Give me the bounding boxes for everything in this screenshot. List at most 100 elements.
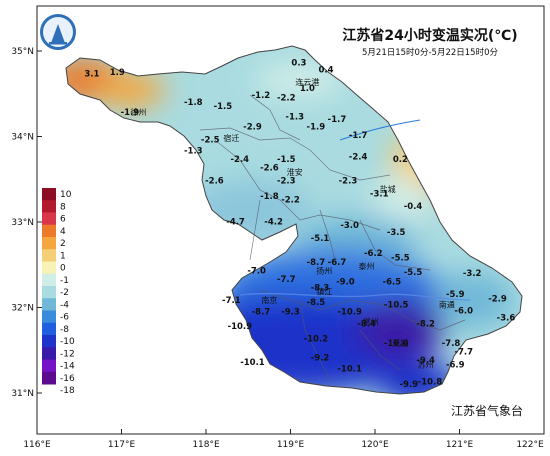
station-value: -0.4: [404, 202, 423, 212]
lon-tick-label: 117°E: [108, 440, 136, 450]
lon-tick-label: 121°E: [446, 440, 474, 450]
station-value: -8.4: [357, 319, 376, 329]
station-value: -7.7: [277, 275, 296, 285]
city-label: 淮安: [287, 167, 303, 177]
station-value: -1.5: [277, 155, 296, 165]
station-value: 1.9: [110, 68, 125, 78]
station-value: -9.2: [311, 354, 330, 364]
legend-label: 2: [60, 239, 66, 249]
legend-label: 6: [60, 215, 66, 225]
axis-ticks: 35°N 34°N 33°N 32°N 31°N 116°E 117°E 118°E 119°E…: [11, 47, 545, 450]
station-value: -9.0: [336, 277, 355, 287]
lon-tick-label: 116°E: [23, 440, 51, 450]
legend-swatch: [42, 347, 56, 360]
legend-swatch: [42, 359, 56, 373]
station-value: -1.5: [214, 102, 233, 112]
station-value: -10.5: [384, 301, 409, 311]
lat-tick-label: 32°N: [11, 304, 34, 314]
organization-label: 江苏省气象台: [451, 403, 523, 418]
station-value: -8.5: [307, 298, 326, 308]
tower-icon: [51, 24, 65, 43]
city-label: 镇江: [316, 287, 332, 297]
station-value: -3.0: [340, 221, 359, 231]
city-label: 泰州: [359, 261, 375, 271]
city-label: 苏州: [418, 359, 434, 369]
station-value: -5.5: [391, 253, 410, 263]
legend-swatch: [42, 261, 56, 275]
city-label: 盐城: [380, 184, 396, 194]
station-value: -10.1: [240, 358, 265, 368]
station-value: -7.7: [454, 348, 473, 358]
station-value: -3.2: [463, 269, 482, 279]
station-value: -2.6: [260, 164, 279, 174]
legend-swatch: [42, 212, 56, 226]
lat-tick-label: 34°N: [11, 133, 34, 143]
station-value: -1.8: [184, 98, 203, 108]
station-value: -10.1: [337, 365, 362, 375]
lat-tick-label: 35°N: [11, 47, 34, 57]
station-value: -1.7: [328, 115, 347, 125]
station-value: -2.4: [231, 155, 250, 165]
legend-label: 0: [60, 264, 66, 274]
station-value: -3.5: [387, 228, 406, 238]
legend-label: -16: [60, 374, 75, 384]
station-value: -4.2: [264, 218, 283, 228]
station-value: -6.2: [364, 249, 383, 259]
station-value: -6.9: [446, 360, 465, 370]
legend-label: 10: [60, 190, 72, 200]
lon-tick-label: 119°E: [277, 440, 305, 450]
station-value: -7.1: [222, 296, 241, 306]
lat-tick-label: 31°N: [11, 389, 34, 399]
station-value: -6.0: [454, 306, 473, 316]
legend-label: -2: [60, 288, 69, 298]
yangtze-river: [239, 292, 471, 301]
city-label: 无锡: [392, 339, 408, 348]
station-value: -5.5: [404, 268, 423, 278]
map-subtitle: 5月21日15时0分-5月22日15时0分: [362, 47, 498, 58]
legend-swatch: [42, 200, 56, 213]
legend-swatch: [42, 310, 56, 324]
legend-label: 1: [60, 251, 66, 261]
lon-tick-label: 120°E: [361, 440, 389, 450]
legend-label: -8: [60, 325, 69, 335]
station-value: -3.6: [497, 313, 516, 323]
station-value: -10.0: [384, 339, 409, 349]
legend-swatch: [42, 188, 56, 201]
station-value: -9.9: [400, 380, 419, 390]
legend-swatch: [42, 298, 56, 311]
city-label: 连云港: [295, 77, 319, 87]
station-value: -9.3: [281, 307, 300, 317]
station-value: 0.2: [393, 155, 408, 165]
legend-swatch: [42, 286, 56, 299]
lon-tick-label: 118°E: [192, 440, 220, 450]
station-value: -9.4: [416, 356, 435, 366]
station-value: -2.2: [277, 94, 296, 104]
city-label: 南通: [439, 300, 455, 310]
station-value: -2.9: [488, 295, 507, 305]
station-value: -1.8: [260, 192, 279, 202]
station-value: -8.3: [311, 283, 330, 293]
legend-swatch: [42, 237, 56, 250]
station-value: -6.7: [328, 258, 347, 268]
station-value: -1.9: [121, 108, 140, 118]
city-label: 徐州: [130, 107, 146, 117]
station-value: -2.3: [277, 177, 296, 187]
station-value: -5.1: [311, 234, 330, 244]
station-value: 0.3: [291, 59, 306, 69]
legend-label: -18: [60, 386, 75, 396]
station-value: -10.8: [418, 377, 443, 387]
station-value: -3.1: [370, 189, 389, 199]
logo: [38, 12, 78, 52]
station-value: -10.9: [228, 322, 253, 332]
station-value: -4.7: [226, 218, 245, 228]
station-value: -10.9: [337, 307, 362, 317]
legend-label: -14: [60, 362, 75, 372]
city-label: 宿迁: [223, 133, 239, 143]
province-outline: [65, 45, 523, 395]
legend-swatch: [42, 335, 56, 348]
legend-swatch: [42, 322, 56, 336]
